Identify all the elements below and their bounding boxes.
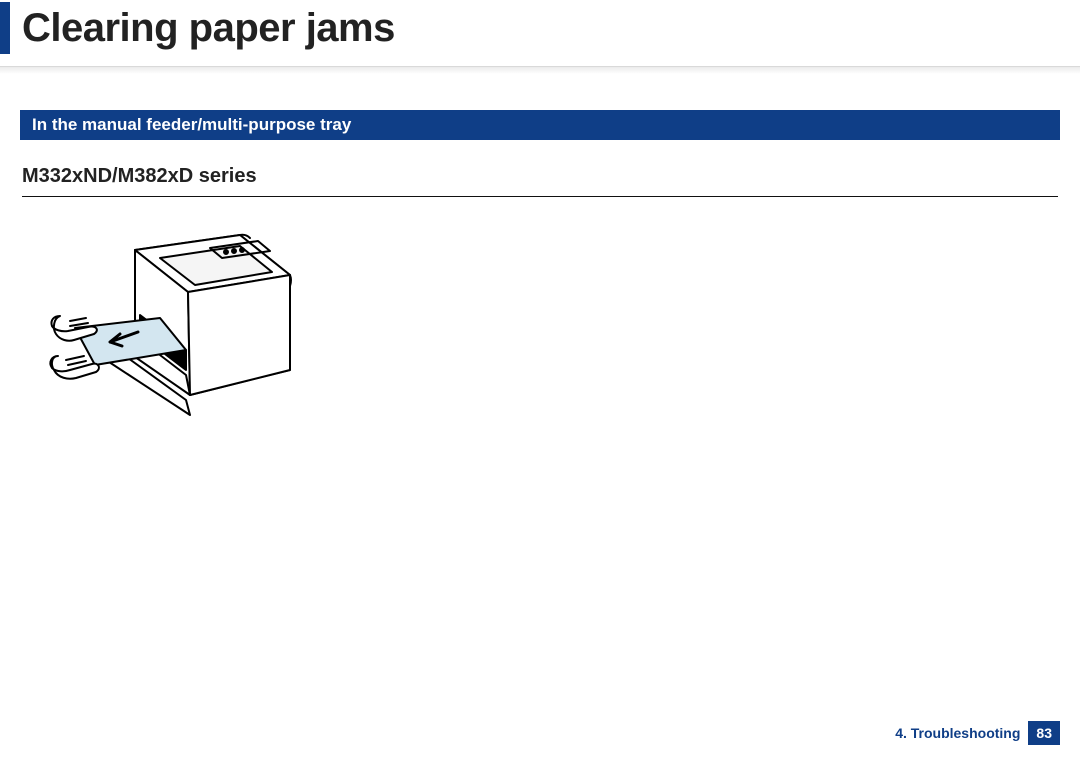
section-heading-bar: In the manual feeder/multi-purpose tray (20, 110, 1060, 140)
printer-illustration (40, 220, 300, 420)
title-wrap: Clearing paper jams (0, 2, 1080, 54)
document-page: Clearing paper jams In the manual feeder… (0, 0, 1080, 763)
horizontal-rule (0, 66, 1080, 74)
page-footer: 4. Troubleshooting 83 (895, 721, 1060, 745)
page-title: Clearing paper jams (22, 6, 395, 51)
page-number: 83 (1028, 721, 1060, 745)
section-heading: In the manual feeder/multi-purpose tray (32, 115, 351, 135)
footer-chapter: 4. Troubleshooting (895, 725, 1020, 741)
subheading: M332xND/M382xD series (22, 165, 1058, 197)
printer-svg (40, 220, 300, 420)
title-accent-bar (0, 2, 10, 54)
